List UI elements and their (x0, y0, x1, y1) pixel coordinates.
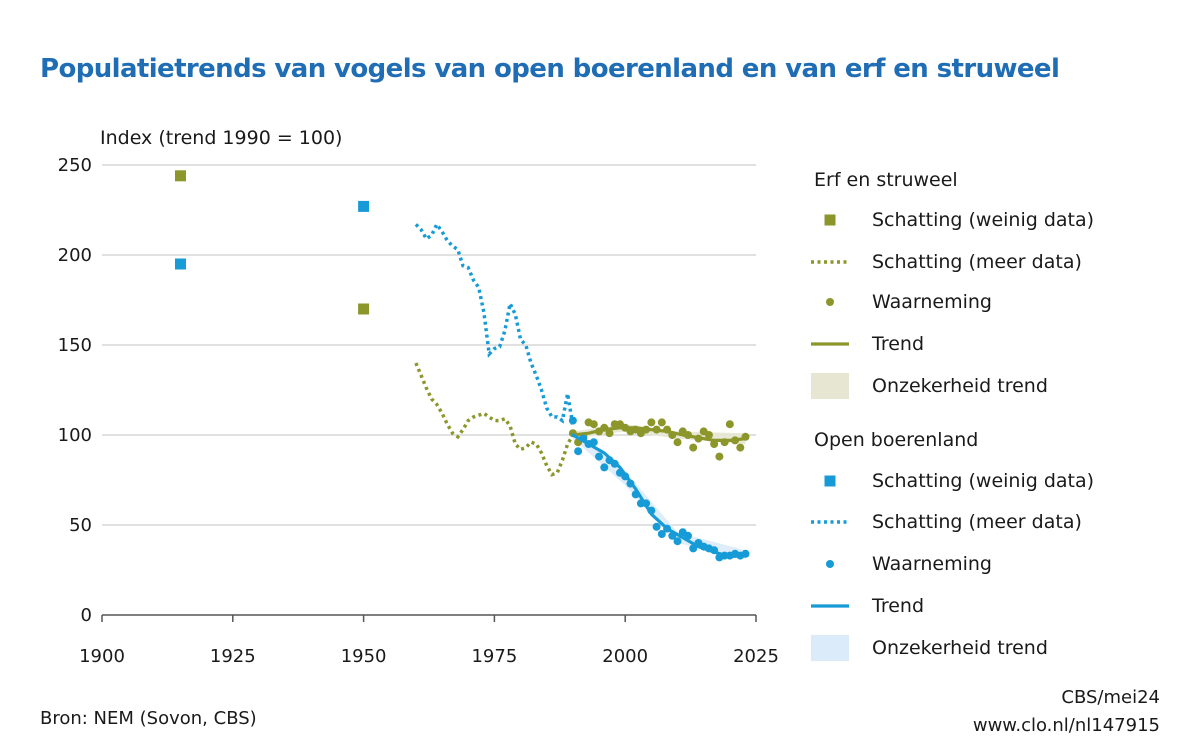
chart-title: Populatietrends van vogels van open boer… (40, 54, 1060, 84)
open-estimate-more-line (414, 221, 575, 427)
open-legend-label-4: Onzekerheid trend (872, 637, 1048, 659)
open-observation-point-16 (652, 522, 661, 531)
erf-legend-label-0: Schatting (weinig data) (872, 209, 1094, 231)
erf-legend-label-2: Waarneming (872, 291, 992, 313)
y-tick-label-150: 150 (58, 335, 92, 356)
open-estimate-sparse-marker-1 (358, 200, 370, 212)
open-legend-heading: Open boerenland (814, 429, 978, 451)
erf-observation-point-7 (605, 429, 614, 438)
y-tick-label-0: 0 (81, 605, 92, 626)
erf-observation-point-32 (736, 443, 745, 452)
open-observation-point-20 (673, 537, 682, 546)
erf-legend-swatch-observation (826, 298, 834, 306)
open-trend-band (572, 431, 746, 560)
erf-observation-point-20 (673, 438, 682, 447)
open-legend-swatch-observation (826, 560, 834, 568)
x-tick-label-1900: 1900 (79, 646, 125, 667)
open-legend-label-2: Waarneming (872, 553, 992, 575)
open-legend-label-3: Trend (871, 595, 924, 617)
erf-observation-point-4 (589, 420, 598, 429)
open-legend-swatch-sparse (824, 475, 836, 487)
erf-trend-line (571, 426, 748, 442)
erf-observation-point-23 (689, 443, 698, 452)
erf-observation-point-28 (715, 452, 724, 461)
erf-legend-label-4: Onzekerheid trend (872, 375, 1048, 397)
erf-observation-point-17 (657, 418, 666, 427)
open-legend-swatch-band (811, 635, 849, 661)
credit-block: CBS/mei24 www.clo.nl/nl147915 (973, 684, 1160, 740)
y-tick-label-50: 50 (69, 515, 92, 536)
erf-observation-point-15 (647, 418, 656, 427)
open-observation-point-1 (574, 447, 583, 456)
credit-text: CBS/mei24 (1061, 687, 1160, 708)
x-tick-label-1975: 1975 (471, 646, 517, 667)
open-observation-point-0 (568, 416, 577, 425)
axes: 0 50 100 150 200 250 1900 1925 1950 1975 2000 2025 (58, 155, 779, 667)
open-legend-label-1: Schatting (meer data) (872, 511, 1082, 533)
erf-estimate-sparse-marker-0 (174, 170, 186, 182)
y-tick-label-200: 200 (58, 245, 92, 266)
open-observation-point-6 (600, 463, 609, 472)
x-tick-label-2025: 2025 (733, 646, 779, 667)
open-trend-line (571, 433, 748, 559)
open-observation-point-5 (595, 452, 604, 461)
x-tick-label-1925: 1925 (210, 646, 256, 667)
x-tick-label-1950: 1950 (341, 646, 387, 667)
erf-legend-swatch-band (811, 373, 849, 399)
source-note: Bron: NEM (Sovon, CBS) (40, 708, 257, 729)
x-tick-label-2000: 2000 (602, 646, 648, 667)
source-url: www.clo.nl/nl147915 (972, 715, 1160, 736)
trend-uncertainty-bands (572, 424, 746, 560)
erf-estimate-more-line (414, 362, 575, 477)
series-layer (174, 170, 750, 562)
y-tick-label-250: 250 (58, 155, 92, 176)
open-series-group (174, 200, 750, 562)
open-legend-label-0: Schatting (weinig data) (872, 470, 1094, 492)
erf-legend-heading: Erf en struweel (814, 169, 958, 191)
open-estimate-sparse-marker-0 (174, 258, 186, 270)
y-axis-label: Index (trend 1990 = 100) (100, 127, 342, 149)
erf-observation-point-30 (725, 420, 734, 429)
erf-estimate-sparse-marker-1 (358, 303, 370, 315)
legend: Erf en struweel Schatting (weinig data) Sc… (811, 169, 1094, 661)
erf-legend-swatch-sparse (824, 214, 836, 226)
open-observation-point-17 (657, 530, 666, 538)
erf-series-group (174, 170, 750, 477)
gridlines (102, 164, 756, 526)
erf-observation-point-26 (704, 431, 713, 439)
erf-legend-label-3: Trend (871, 333, 924, 355)
y-tick-label-100: 100 (58, 425, 92, 446)
erf-legend-label-1: Schatting (meer data) (872, 251, 1082, 273)
